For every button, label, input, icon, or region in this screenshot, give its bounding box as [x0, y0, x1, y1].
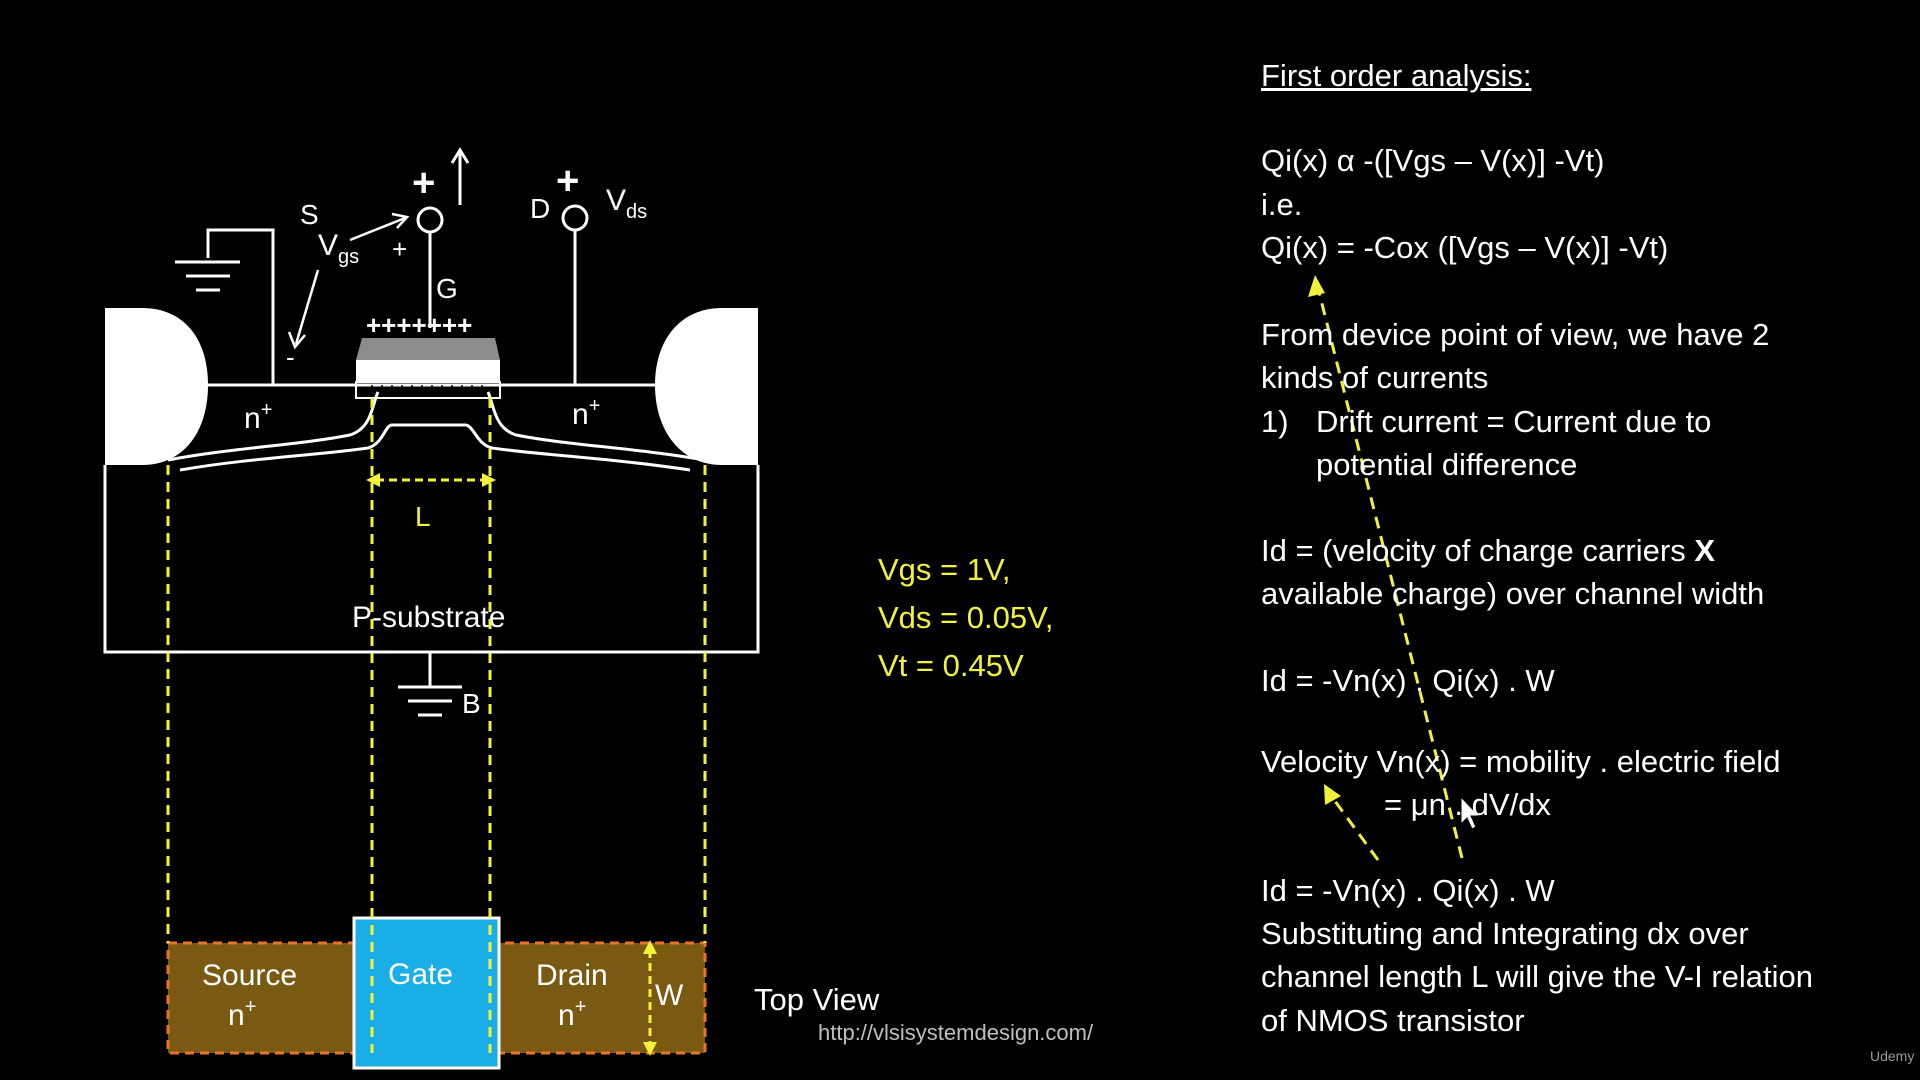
length-arrow-left — [366, 473, 380, 487]
analysis-line-14: of NMOS transistor — [1261, 1003, 1525, 1038]
gate-charges: +++++++ — [366, 310, 472, 340]
vgs-arrow-up-head — [391, 212, 410, 229]
substrate-label: P-substrate — [352, 601, 505, 634]
source-doping-label: n+ — [228, 996, 256, 1032]
drain-terminal — [561, 204, 589, 232]
gate-oxide — [356, 360, 500, 382]
top-view-caption: Top View — [754, 982, 880, 1017]
gate-label: G — [436, 273, 458, 304]
junction-line-outer — [167, 391, 706, 462]
junction-line-inner — [179, 423, 691, 472]
gate-plus: + — [412, 161, 435, 205]
drain-label: D — [530, 193, 550, 224]
gate-region-label: Gate — [388, 958, 453, 991]
length-label: L — [415, 501, 431, 532]
annotation-arrow-long-head — [1308, 275, 1325, 297]
source-wire — [206, 228, 275, 385]
n-plus-left: n+ — [244, 399, 272, 435]
drain-doping-label: n+ — [558, 996, 586, 1032]
annotation-arrow-long — [1316, 287, 1464, 859]
analysis-item-number: 1) — [1261, 404, 1289, 439]
vgs-arrow-down-head — [287, 331, 306, 350]
channel-hatch — [371, 385, 483, 396]
analysis-heading: First order analysis: — [1261, 58, 1532, 93]
right-isolation — [655, 308, 758, 465]
body-label: B — [462, 688, 481, 719]
analysis-line-4: From device point of view, we have 2 — [1261, 317, 1770, 352]
analysis-line-1: Qi(x) α -([Vgs – V(x)] -Vt) — [1261, 143, 1605, 178]
analysis-line-8: Id = -Vn(x) . Qi(x) . W — [1261, 663, 1555, 698]
condition-vgs: Vgs = 1V, — [878, 552, 1011, 587]
analysis-line-9: Velocity Vn(x) = mobility . electric fie… — [1261, 744, 1781, 779]
width-arrow-top — [643, 940, 657, 954]
analysis-item-line-1: Drift current = Current due to — [1316, 404, 1712, 439]
drain-region-label: Drain — [536, 959, 608, 992]
annotation-arrow-short — [1330, 796, 1380, 861]
source-label: S — [300, 199, 319, 230]
analysis-line-13: channel length L will give the V-I relat… — [1261, 959, 1814, 994]
projection-guides — [166, 398, 707, 1053]
n-plus-right: n+ — [572, 395, 600, 431]
condition-vds: Vds = 0.05V, — [878, 600, 1054, 635]
source-region — [166, 941, 368, 1055]
drain-plus: + — [556, 159, 579, 203]
gate-poly — [356, 338, 500, 360]
vgs-minus: - — [286, 342, 295, 372]
annotation-arrow-short-head — [1324, 784, 1341, 805]
condition-vt: Vt = 0.45V — [878, 648, 1024, 683]
gate-up-arrow-head — [450, 147, 470, 164]
width-arrow-bottom — [643, 1042, 657, 1056]
channel-strip — [355, 381, 501, 399]
analysis-line-5: kinds of currents — [1261, 360, 1489, 395]
analysis-item-line-2: potential difference — [1316, 447, 1578, 482]
analysis-line-2: i.e. — [1261, 187, 1303, 222]
analysis-line-3: Qi(x) = -Cox ([Vgs – V(x)] -Vt) — [1261, 230, 1669, 265]
vgs-label: Vgs — [318, 229, 359, 268]
analysis-line-7: available charge) over channel width — [1261, 576, 1765, 611]
left-isolation — [105, 308, 208, 465]
analysis-line-10: = μn . dV/dx — [1384, 787, 1551, 822]
vds-label: Vds — [606, 184, 647, 223]
vgs-arrow-down — [294, 269, 320, 345]
udemy-logo: Udemy — [1870, 1048, 1915, 1064]
vgs-arrow-up — [349, 216, 406, 242]
length-arrow-right — [482, 473, 496, 487]
vgs-plus: + — [392, 234, 407, 264]
gate-region — [352, 916, 501, 1070]
mouse-cursor-icon — [1460, 795, 1481, 830]
source-region-label: Source — [202, 959, 297, 992]
analysis-line-11: Id = -Vn(x) . Qi(x) . W — [1261, 873, 1555, 908]
drain-region — [488, 941, 707, 1055]
gate-terminal — [416, 206, 444, 234]
analysis-line-6: Id = (velocity of charge carriers X — [1261, 533, 1715, 568]
source-url: http://vlsisystemdesign.com/ — [818, 1020, 1094, 1045]
analysis-line-12: Substituting and Integrating dx over — [1261, 916, 1749, 951]
width-label: W — [655, 979, 684, 1012]
